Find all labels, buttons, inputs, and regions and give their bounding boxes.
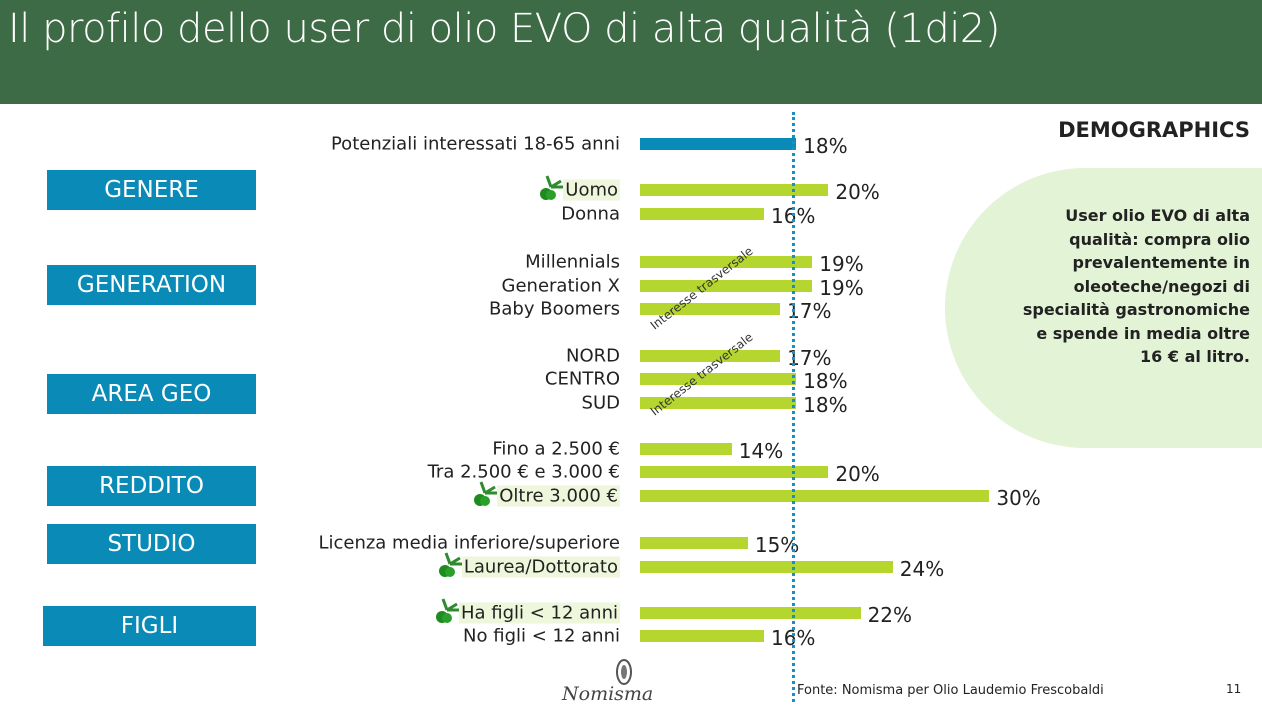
bar-label: Ha figli < 12 anni <box>458 602 620 624</box>
bar-label: SUD <box>581 392 620 414</box>
bar <box>640 630 764 642</box>
bar <box>640 397 797 409</box>
header-bar: Il profilo dello user di olio EVO di alt… <box>0 0 1262 107</box>
bar <box>640 280 813 292</box>
bar-label: NORD <box>566 345 620 367</box>
slide-title: Il profilo dello user di olio EVO di alt… <box>8 6 1000 52</box>
callout-background <box>945 168 1262 448</box>
olive-icon <box>474 481 497 506</box>
bar <box>640 443 732 455</box>
olive-icon <box>436 598 459 623</box>
category-reddito: REDDITO <box>47 466 256 506</box>
callout-text: User olio EVO di alta qualità: compra ol… <box>1022 206 1250 366</box>
bar-label: Fino a 2.500 € <box>492 438 620 460</box>
reference-line <box>792 112 795 702</box>
bar <box>640 537 748 549</box>
bar <box>640 208 764 220</box>
bar-label: Donna <box>561 203 620 225</box>
bar <box>640 466 829 478</box>
category-studio: STUDIO <box>47 524 256 564</box>
value-label: 19% <box>819 276 864 300</box>
logo-emblem-icon <box>616 659 632 685</box>
bar-label: Laurea/Dottorato <box>461 556 620 578</box>
section-label: DEMOGRAPHICS <box>1058 118 1250 142</box>
category-genere: GENERE <box>47 170 256 210</box>
bar <box>640 138 797 150</box>
bar-label: Oltre 3.000 € <box>497 485 620 507</box>
page-number: 11 <box>1226 682 1242 696</box>
bar-label: Generation X <box>501 275 620 297</box>
bar-label: No figli < 12 anni <box>463 625 620 647</box>
bar-label: Uomo <box>563 179 620 201</box>
bar <box>640 561 893 573</box>
bar-label: Licenza media inferiore/superiore <box>318 532 620 554</box>
value-label: 18% <box>803 369 848 393</box>
value-label: 18% <box>803 134 848 158</box>
bar <box>640 607 861 619</box>
bar-label: CENTRO <box>544 368 620 390</box>
nomisma-logo: Nomisma <box>562 657 662 707</box>
bar <box>640 184 829 196</box>
value-label: 14% <box>738 439 784 463</box>
bar <box>640 256 813 268</box>
bar-label: Potenziali interessati 18-65 anni <box>330 133 620 155</box>
category-figli: FIGLI <box>43 606 256 646</box>
bar <box>640 373 797 385</box>
olive-icon <box>439 552 462 577</box>
bar <box>640 303 781 315</box>
value-label: 20% <box>835 180 880 204</box>
source-note: Fonte: Nomisma per Olio Laudemio Frescob… <box>797 683 1104 698</box>
value-label: 20% <box>835 462 880 486</box>
value-label: 24% <box>899 557 945 581</box>
bar-label: Millennials <box>525 251 620 273</box>
bar-label: Baby Boomers <box>489 298 620 320</box>
value-label: 18% <box>803 393 848 417</box>
logo-text: Nomisma <box>562 683 654 705</box>
category-generation: GENERATION <box>47 265 256 305</box>
bar <box>640 350 781 362</box>
value-label: 19% <box>819 252 864 276</box>
olive-icon <box>540 175 563 200</box>
category-area-geo: AREA GEO <box>47 374 256 414</box>
value-label: 30% <box>996 486 1041 510</box>
bar-label: Tra 2.500 € e 3.000 € <box>427 461 620 483</box>
value-label: 15% <box>754 533 800 557</box>
bar <box>640 490 990 502</box>
value-label: 22% <box>867 603 913 627</box>
